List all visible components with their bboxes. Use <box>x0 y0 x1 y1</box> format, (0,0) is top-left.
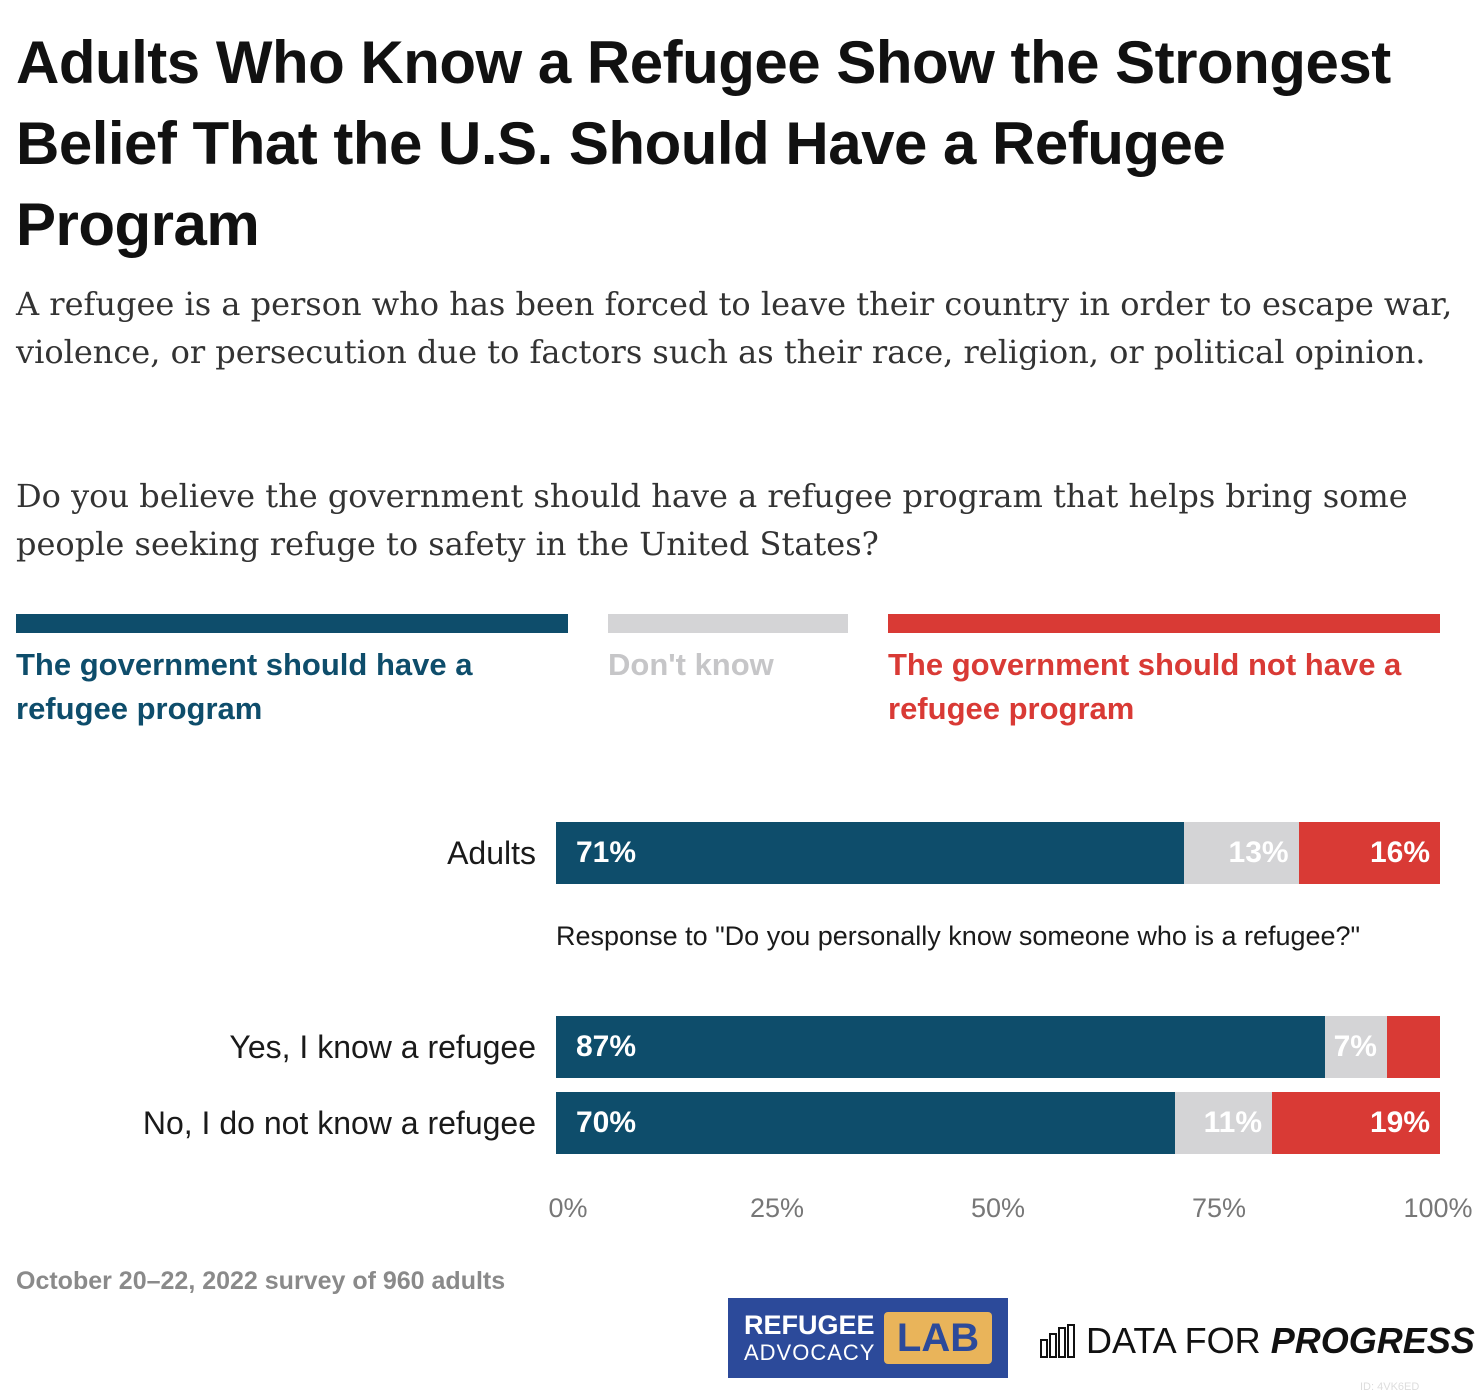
x-tick-label: 50% <box>970 1193 1026 1223</box>
chart-id: ID: 4VK6ED <box>1360 1381 1420 1393</box>
bar-chart-icon <box>1040 1324 1075 1358</box>
bar-segment-no-i-do-not-know-a-refugee-2 <box>1174 1092 1273 1154</box>
source-note: October 20–22, 2022 survey of 960 adults <box>16 1267 506 1295</box>
logo-lab-text: LAB <box>884 1312 992 1364</box>
legend-swatch <box>888 614 1440 633</box>
bar-segment-yes-i-know-a-refugee-3 <box>1386 1016 1440 1078</box>
data-for-progress-logo: DATA FOR PROGRESS <box>1040 1318 1475 1364</box>
group-note: Response to "Do you personally know some… <box>556 921 1361 951</box>
bar-segment-adults-3 <box>1298 822 1440 884</box>
chart-subtitle: A refugee is a person who has been force… <box>16 285 1453 371</box>
legend-item-3: The government should not have a refugee… <box>888 614 1440 731</box>
bar-segment-no-i-do-not-know-a-refugee-1 <box>556 1092 1175 1154</box>
bar-segment-adults-2 <box>1183 822 1299 884</box>
legend-item-2: Don't know <box>608 614 848 687</box>
logo-refugee-text: REFUGEE <box>744 1310 875 1340</box>
x-tick-label: 0% <box>548 1193 588 1223</box>
legend-label: Don't know <box>608 647 774 682</box>
legend-label: The government should have a refugee pro… <box>16 647 473 726</box>
refugee-advocacy-lab-logo: REFUGEE ADVOCACY LAB <box>728 1298 1008 1378</box>
logo-advocacy-text: ADVOCACY <box>744 1340 876 1365</box>
legend-swatch <box>608 614 848 633</box>
value-label-adults-3: 16% <box>1369 836 1430 869</box>
chart-title: Adults Who Know a Refugee Show the Stron… <box>16 29 1391 258</box>
bar-segment-no-i-do-not-know-a-refugee-3 <box>1272 1092 1440 1154</box>
value-label-no-i-do-not-know-a-refugee-3: 19% <box>1369 1106 1430 1139</box>
value-label-adults-2: 13% <box>1228 836 1289 869</box>
row-label-yes-i-know-a-refugee: Yes, I know a refugee <box>229 1029 536 1065</box>
value-label-yes-i-know-a-refugee-1: 87% <box>576 1030 637 1063</box>
logo-dfp-text-b: PROGRESS <box>1270 1320 1475 1361</box>
bar-segment-adults-1 <box>556 822 1184 884</box>
value-label-no-i-do-not-know-a-refugee-2: 11% <box>1203 1106 1263 1139</box>
row-label-adults: Adults <box>447 835 536 871</box>
survey-question: Do you believe the government should hav… <box>16 477 1408 563</box>
value-label-yes-i-know-a-refugee-2: 7% <box>1333 1030 1377 1063</box>
x-tick-label: 25% <box>749 1193 805 1223</box>
legend-item-1: The government should have a refugee pro… <box>16 614 568 731</box>
bar-segment-yes-i-know-a-refugee-2 <box>1325 1016 1387 1078</box>
bar-segment-yes-i-know-a-refugee-1 <box>556 1016 1326 1078</box>
x-tick-label: 100% <box>1403 1193 1473 1223</box>
row-label-no-i-do-not-know-a-refugee: No, I do not know a refugee <box>142 1105 536 1141</box>
legend-swatch <box>16 614 568 633</box>
legend-label: The government should not have a refugee… <box>888 647 1402 726</box>
value-label-no-i-do-not-know-a-refugee-1: 70% <box>576 1106 637 1139</box>
logo-dfp-text-a: DATA FOR <box>1086 1320 1271 1361</box>
x-tick-label: 75% <box>1191 1193 1247 1223</box>
value-label-adults-1: 71% <box>576 836 637 869</box>
